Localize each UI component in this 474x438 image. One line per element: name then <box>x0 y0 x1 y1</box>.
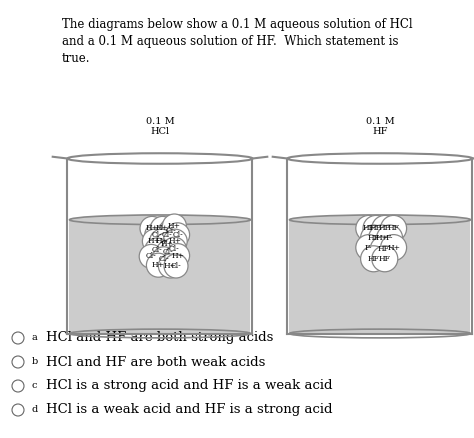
Bar <box>70 220 250 333</box>
Circle shape <box>150 229 173 253</box>
Circle shape <box>152 247 176 271</box>
Circle shape <box>163 237 186 261</box>
Circle shape <box>155 223 179 247</box>
Circle shape <box>377 225 402 251</box>
Circle shape <box>140 216 164 240</box>
Text: 0.1 M
HCl: 0.1 M HCl <box>146 117 174 137</box>
Circle shape <box>164 254 188 278</box>
Circle shape <box>361 225 387 251</box>
Circle shape <box>361 246 387 272</box>
Ellipse shape <box>290 215 471 225</box>
Circle shape <box>370 236 396 262</box>
Text: Cl-: Cl- <box>171 262 182 270</box>
Text: H+: H+ <box>164 262 177 270</box>
Circle shape <box>356 215 382 241</box>
Circle shape <box>155 233 179 256</box>
Circle shape <box>156 240 180 265</box>
Text: HCl is a strong acid and HF is a weak acid: HCl is a strong acid and HF is a weak ac… <box>46 379 332 392</box>
Text: 0.1 M
HF: 0.1 M HF <box>365 117 394 137</box>
Text: H+: H+ <box>375 234 388 242</box>
Text: c: c <box>32 381 37 391</box>
Text: H+: H+ <box>152 261 165 269</box>
Bar <box>290 220 471 333</box>
Text: H+: H+ <box>168 222 181 230</box>
Circle shape <box>163 214 186 238</box>
Text: HF: HF <box>370 224 382 233</box>
Circle shape <box>363 215 389 241</box>
Text: a: a <box>32 333 38 343</box>
Circle shape <box>163 229 187 253</box>
Circle shape <box>158 254 182 278</box>
Text: H+: H+ <box>146 224 158 233</box>
Ellipse shape <box>67 153 253 164</box>
Circle shape <box>159 219 183 243</box>
Bar <box>70 159 250 220</box>
Text: Cl-: Cl- <box>151 246 162 254</box>
Text: HF: HF <box>377 245 389 253</box>
Circle shape <box>381 215 407 241</box>
Text: Cl-: Cl- <box>169 245 180 253</box>
Circle shape <box>145 238 169 262</box>
Circle shape <box>145 223 169 247</box>
Text: HCl and HF are both weak acids: HCl and HF are both weak acids <box>46 356 265 368</box>
Text: HF: HF <box>379 255 391 263</box>
Text: Cl-: Cl- <box>162 231 173 239</box>
Text: d: d <box>32 406 38 414</box>
Circle shape <box>12 332 24 344</box>
Text: Cl-: Cl- <box>159 255 169 263</box>
Text: H+: H+ <box>169 237 182 245</box>
Circle shape <box>12 380 24 392</box>
Text: H+: H+ <box>156 224 169 233</box>
Circle shape <box>12 404 24 416</box>
Text: HF: HF <box>363 224 375 233</box>
Text: Cl-: Cl- <box>163 248 173 256</box>
Text: F-: F- <box>386 234 393 242</box>
Circle shape <box>165 244 190 268</box>
Circle shape <box>139 244 163 268</box>
Ellipse shape <box>288 153 473 164</box>
Circle shape <box>165 223 190 247</box>
Text: H+: H+ <box>155 237 168 245</box>
Text: Cl-: Cl- <box>146 252 156 261</box>
Circle shape <box>150 216 174 240</box>
Text: HF: HF <box>379 224 391 233</box>
Text: H+: H+ <box>148 237 161 245</box>
Text: HF: HF <box>368 255 380 263</box>
Circle shape <box>146 253 170 277</box>
Text: HCl is a weak acid and HF is a strong acid: HCl is a weak acid and HF is a strong ac… <box>46 403 332 417</box>
Circle shape <box>12 356 24 368</box>
Circle shape <box>369 225 394 251</box>
Text: b: b <box>32 357 38 367</box>
Circle shape <box>381 235 407 261</box>
Circle shape <box>372 246 398 272</box>
Text: HCl and HF are both strong acids: HCl and HF are both strong acids <box>46 332 273 345</box>
Text: F-: F- <box>365 244 373 251</box>
Circle shape <box>142 229 166 253</box>
Circle shape <box>356 235 382 261</box>
Text: H+: H+ <box>161 240 173 248</box>
Ellipse shape <box>70 215 250 225</box>
Text: H+: H+ <box>387 244 400 251</box>
Text: HF: HF <box>368 234 380 242</box>
Text: HF: HF <box>388 224 400 233</box>
Text: The diagrams below show a 0.1 M aqueous solution of HCl
and a 0.1 M aqueous solu: The diagrams below show a 0.1 M aqueous … <box>62 18 412 65</box>
Text: Cl-: Cl- <box>172 231 183 239</box>
Bar <box>290 159 471 220</box>
Text: H+: H+ <box>171 251 184 260</box>
Circle shape <box>372 215 398 241</box>
Text: Cl-: Cl- <box>151 231 162 239</box>
Text: Cl-: Cl- <box>166 227 177 235</box>
